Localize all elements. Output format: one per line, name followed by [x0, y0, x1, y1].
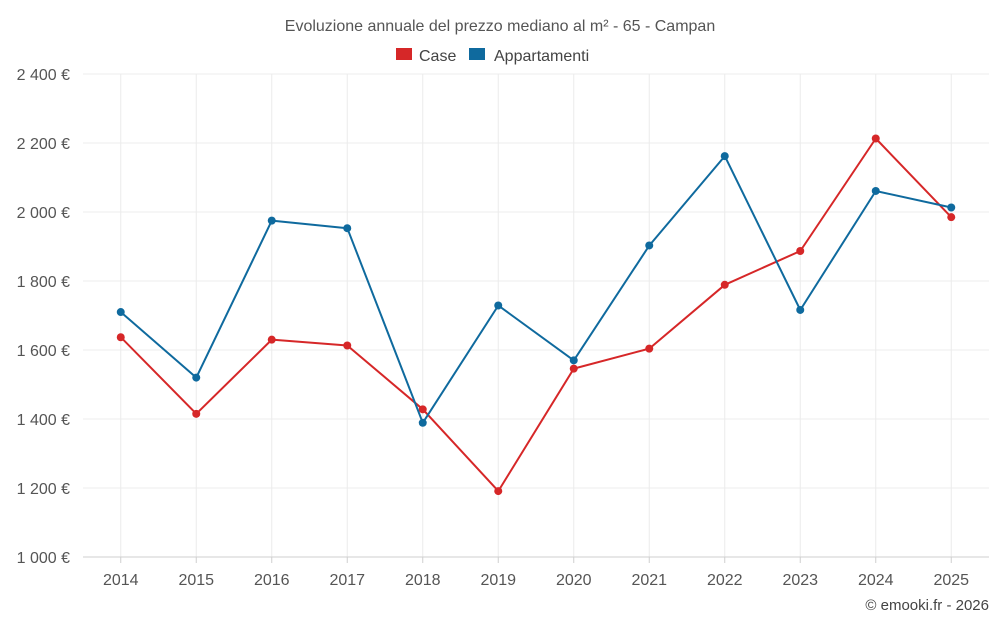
- data-point-appartamenti[interactable]: [343, 224, 352, 233]
- y-tick-label: 2 200 €: [17, 136, 70, 153]
- data-point-case[interactable]: [720, 280, 729, 289]
- data-point-case[interactable]: [267, 335, 276, 344]
- data-point-appartamenti[interactable]: [871, 186, 880, 195]
- series-appartamenti: [116, 152, 956, 427]
- data-point-appartamenti[interactable]: [569, 356, 578, 365]
- x-tick-label: 2017: [329, 572, 365, 589]
- chart-title: Evoluzione annuale del prezzo mediano al…: [285, 18, 715, 35]
- series-layer: [116, 134, 956, 496]
- x-tick-label: 2014: [103, 572, 139, 589]
- gridlines: [83, 73, 989, 557]
- data-point-appartamenti[interactable]: [645, 241, 654, 250]
- data-point-case[interactable]: [569, 364, 578, 373]
- x-tick-label: 2019: [480, 572, 516, 589]
- y-tick-label: 2 000 €: [17, 205, 70, 222]
- data-point-appartamenti[interactable]: [192, 373, 201, 382]
- x-tick-label: 2023: [782, 572, 818, 589]
- data-point-case[interactable]: [796, 246, 805, 255]
- x-tick-label: 2025: [933, 572, 969, 589]
- x-tick-label: 2022: [707, 572, 743, 589]
- data-point-appartamenti[interactable]: [267, 216, 276, 225]
- data-point-appartamenti[interactable]: [796, 305, 805, 314]
- y-tick-label: 1 800 €: [17, 274, 70, 291]
- credit-text: © emooki.fr - 2026: [865, 597, 989, 614]
- y-tick-label: 1 200 €: [17, 481, 70, 498]
- legend-swatch-case: [396, 48, 412, 60]
- data-point-appartamenti[interactable]: [116, 308, 125, 317]
- legend-swatch-appartamenti: [469, 48, 485, 60]
- legend-label-appartamenti: Appartamenti: [494, 48, 589, 65]
- data-point-case[interactable]: [947, 213, 956, 222]
- data-point-case[interactable]: [645, 344, 654, 353]
- data-point-appartamenti[interactable]: [720, 152, 729, 161]
- x-tick-label: 2015: [178, 572, 214, 589]
- data-point-appartamenti[interactable]: [418, 418, 427, 427]
- series-line-appartamenti: [120, 155, 952, 424]
- data-point-appartamenti[interactable]: [947, 203, 956, 212]
- data-point-case[interactable]: [494, 487, 503, 496]
- series-line-case: [120, 137, 953, 493]
- legend: Case Appartamenti: [396, 48, 589, 65]
- axes: 1 000 € 1 200 € 1 400 € 1 600 € 1 800 € 2 000…: [17, 67, 989, 589]
- legend-item-appartamenti[interactable]: Appartamenti: [469, 48, 589, 65]
- data-point-case[interactable]: [116, 333, 125, 342]
- x-tick-label: 2020: [556, 572, 592, 589]
- data-point-case[interactable]: [418, 405, 427, 414]
- data-point-case[interactable]: [192, 409, 201, 418]
- data-point-case[interactable]: [871, 134, 880, 143]
- y-tick-label: 1 600 €: [17, 343, 70, 360]
- x-tick-label: 2021: [631, 572, 667, 589]
- legend-label-case: Case: [419, 48, 456, 65]
- legend-item-case[interactable]: Case: [396, 48, 456, 65]
- y-tick-label: 2 400 €: [17, 67, 70, 84]
- y-tick-label: 1 400 €: [17, 412, 70, 429]
- x-tick-label: 2016: [254, 572, 290, 589]
- y-tick-label: 1 000 €: [17, 550, 70, 567]
- x-tick-label: 2024: [858, 572, 894, 589]
- data-point-appartamenti[interactable]: [494, 301, 503, 310]
- data-point-case[interactable]: [343, 341, 352, 350]
- x-tick-label: 2018: [405, 572, 441, 589]
- series-case: [116, 134, 956, 496]
